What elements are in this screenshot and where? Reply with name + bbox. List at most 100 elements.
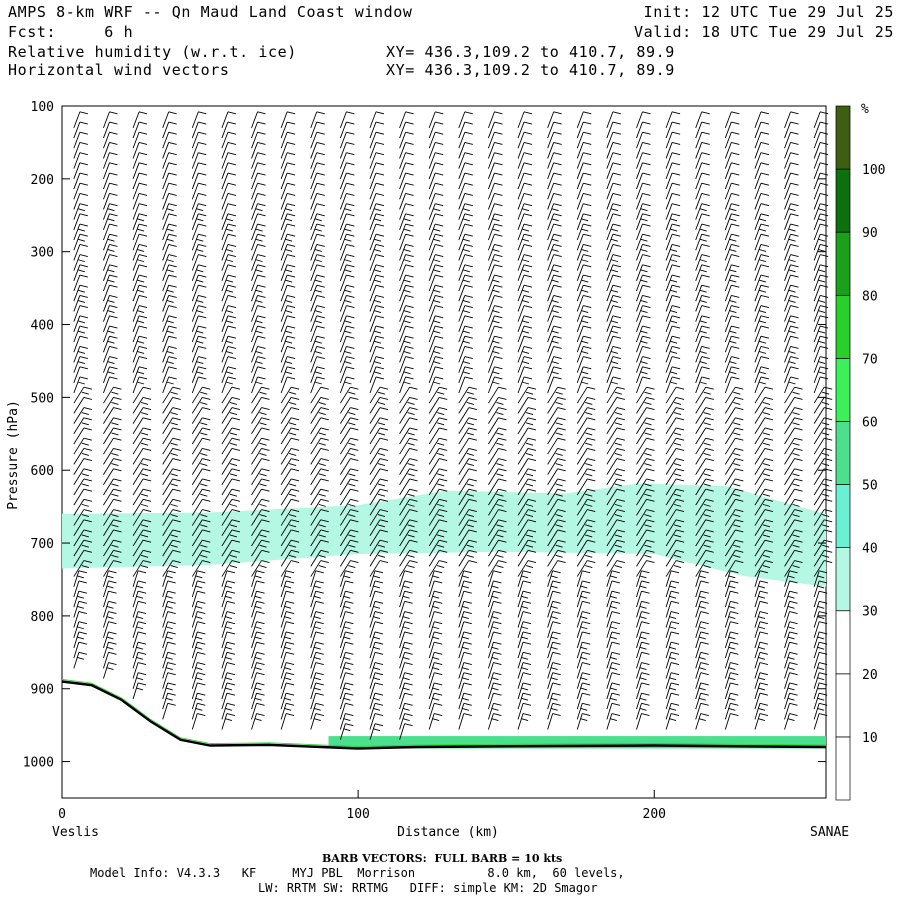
wind-barb-flag: [735, 407, 744, 411]
wind-barb-flag: [435, 254, 444, 258]
wind-barb-flag: [760, 203, 770, 207]
wind-barb-flag: [642, 182, 651, 186]
wind-barb-flag: [81, 473, 89, 477]
wind-barb-flag: [168, 182, 177, 186]
wind-barb-flag: [374, 600, 384, 604]
wind-barb-flag: [109, 294, 118, 298]
wind-barb: [132, 315, 140, 332]
wind-barb-flag: [109, 356, 118, 360]
wind-barb: [665, 570, 672, 587]
wind-barb-flag: [735, 396, 744, 400]
wind-barb: [665, 274, 673, 292]
wind-barb-flag: [136, 279, 145, 283]
wind-barb-flag: [109, 315, 118, 319]
wind-barb-flag: [788, 299, 796, 303]
wind-barb-flag: [405, 162, 414, 166]
wind-barb-flag: [198, 233, 207, 237]
wind-barb-flag: [555, 514, 563, 518]
wind-barb-flag: [284, 616, 292, 619]
wind-barb-flag: [701, 152, 710, 156]
wind-barb-flag: [198, 294, 207, 298]
wind-barb: [162, 519, 174, 537]
wind-barb: [162, 682, 169, 700]
wind-barb: [665, 356, 673, 373]
wind-barb: [606, 682, 613, 700]
wind-barb-flag: [760, 274, 770, 278]
wind-barb-flag: [316, 254, 325, 258]
wind-barb-flag: [314, 218, 322, 222]
wind-barb: [191, 611, 198, 628]
wind-barb: [191, 152, 199, 169]
wind-barb-flag: [789, 651, 798, 655]
wind-barb: [695, 703, 702, 720]
wind-barb: [339, 672, 346, 689]
wind-barb-flag: [255, 208, 263, 212]
wind-barb: [162, 356, 170, 373]
wind-barb: [813, 193, 821, 210]
wind-barb-flag: [611, 651, 620, 655]
wind-barb: [458, 652, 465, 669]
wind-barb: [754, 356, 762, 373]
wind-barb-flag: [764, 519, 774, 523]
wind-barb: [724, 285, 732, 302]
wind-barb: [221, 682, 228, 700]
wind-barb-flag: [583, 254, 592, 258]
wind-barb: [784, 682, 790, 700]
wind-barb-flag: [557, 468, 566, 472]
wind-barb-flag: [409, 386, 418, 390]
wind-barb: [428, 254, 436, 271]
wind-barb-flag: [731, 366, 740, 370]
wind-barb-flag: [523, 131, 533, 135]
wind-barb: [813, 631, 820, 649]
wind-barb-flag: [377, 514, 386, 518]
wind-barb: [221, 621, 228, 638]
wind-barb-flag: [320, 529, 329, 533]
wind-barb-flag: [557, 560, 566, 563]
wind-barb-flag: [285, 248, 293, 252]
wind-barb-flag: [731, 335, 740, 339]
wind-barb: [369, 437, 381, 455]
wind-barb-flag: [231, 549, 241, 553]
wind-barb-flag: [464, 305, 473, 309]
wind-barb-flag: [583, 376, 592, 380]
wind-barb-flag: [255, 381, 263, 385]
wind-barb-flag: [675, 529, 685, 533]
wind-barb: [73, 652, 80, 669]
wind-barb: [636, 427, 647, 445]
x-tick-label: 100: [346, 807, 369, 822]
wind-barb-flag: [346, 284, 355, 288]
wind-barb-flag: [464, 356, 473, 360]
wind-barb-flag: [434, 590, 443, 594]
wind-barb-flag: [200, 401, 208, 405]
wind-barb: [399, 417, 410, 435]
wind-barb-flag: [730, 621, 739, 625]
wind-barb: [310, 254, 318, 271]
wind-barb-flag: [729, 299, 737, 303]
wind-barb: [103, 591, 109, 608]
wind-barb: [724, 172, 732, 190]
wind-barb-flag: [525, 442, 534, 446]
wind-barb: [251, 386, 262, 404]
wind-barb: [399, 662, 406, 679]
wind-barb: [251, 325, 258, 343]
wind-barb-flag: [642, 162, 651, 166]
wind-barb-flag: [792, 452, 800, 456]
wind-barb-flag: [790, 264, 799, 268]
wind-barb: [369, 692, 376, 710]
wind-barb-flag: [552, 611, 561, 614]
wind-barb-flag: [261, 386, 270, 390]
wind-barb-flag: [641, 713, 650, 716]
wind-barb-flag: [555, 452, 563, 456]
wind-barb-flag: [137, 580, 147, 584]
wind-barb-flag: [700, 682, 709, 686]
wind-barb: [280, 142, 288, 159]
wind-barb: [162, 213, 170, 230]
colorbar-unit: %: [861, 102, 869, 117]
wind-barb: [280, 315, 288, 332]
wind-barb-flag: [699, 228, 707, 232]
wind-barb: [813, 264, 821, 281]
wind-barb-flag: [496, 473, 504, 477]
wind-barb: [813, 672, 820, 689]
wind-barb-flag: [405, 264, 414, 268]
wind-barb-flag: [587, 498, 596, 502]
